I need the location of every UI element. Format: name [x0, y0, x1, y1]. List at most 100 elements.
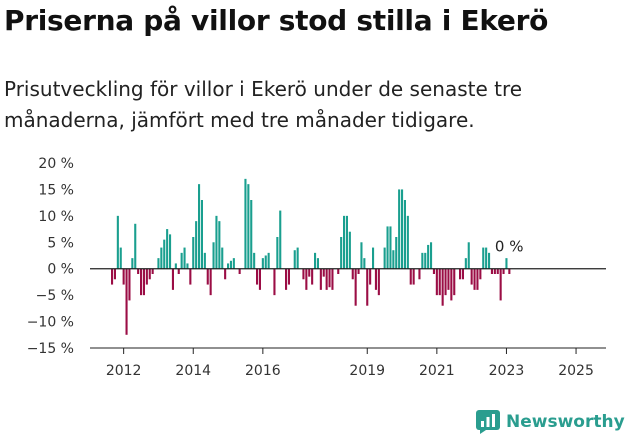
- bar: [293, 250, 296, 269]
- bar: [122, 268, 125, 285]
- bar: [258, 268, 261, 290]
- bar: [360, 242, 363, 269]
- bar: [125, 268, 128, 335]
- x-tick-label: 2012: [106, 363, 142, 379]
- bar: [427, 244, 430, 269]
- x-tick-label: 2023: [489, 363, 525, 379]
- bar: [215, 215, 218, 269]
- bar: [183, 247, 186, 269]
- bar: [490, 268, 493, 274]
- bar: [476, 268, 479, 290]
- bar: [163, 239, 166, 269]
- y-tick-label: −5 %: [36, 288, 74, 304]
- bar: [383, 247, 386, 269]
- bar: [444, 268, 447, 296]
- bar: [186, 263, 189, 269]
- bar: [174, 263, 177, 269]
- bar: [276, 237, 279, 269]
- bar: [441, 268, 444, 306]
- bar: [386, 226, 389, 269]
- bar: [119, 247, 122, 269]
- bar: [461, 268, 464, 280]
- y-tick-label: 15 %: [38, 182, 74, 198]
- bar: [412, 268, 415, 285]
- y-tick-label: 5 %: [47, 235, 74, 251]
- bar: [343, 215, 346, 269]
- bar: [398, 189, 401, 269]
- bar: [479, 268, 482, 280]
- bar: [137, 268, 140, 274]
- bar: [366, 268, 369, 306]
- brand-name: Newsworthy: [506, 412, 625, 432]
- bar: [345, 215, 348, 269]
- bar: [200, 200, 203, 269]
- bar: [311, 268, 314, 285]
- bar: [145, 268, 148, 285]
- bar: [308, 268, 311, 277]
- x-tick-label: 2021: [419, 363, 455, 379]
- bar: [279, 210, 282, 269]
- y-tick-label: −15 %: [27, 341, 74, 357]
- bar: [287, 268, 290, 285]
- bar: [493, 268, 496, 274]
- bar: [198, 184, 201, 269]
- bar: [302, 268, 305, 280]
- bar: [171, 268, 174, 290]
- bar: [169, 234, 172, 269]
- bar: [369, 268, 372, 285]
- chart-subtitle: Prisutveckling för villor i Ekerö under …: [4, 77, 523, 132]
- bar: [499, 268, 502, 301]
- bar: [250, 200, 253, 269]
- bar: [142, 268, 145, 296]
- x-tick-label: 2019: [349, 363, 385, 379]
- bar: [134, 223, 137, 269]
- y-tick-label: −10 %: [27, 315, 74, 331]
- bar: [189, 268, 192, 285]
- bar: [337, 268, 340, 274]
- bar: [372, 247, 375, 269]
- bar: [177, 268, 180, 274]
- bar: [395, 237, 398, 269]
- bar: [488, 252, 491, 269]
- bar: [148, 268, 151, 280]
- brand-logo[interactable]: Newsworthy: [476, 408, 625, 436]
- bar: [421, 252, 424, 269]
- bar: [296, 247, 299, 269]
- last-value-label: 0 %: [495, 238, 524, 256]
- bar: [502, 268, 505, 274]
- bar: [128, 268, 131, 301]
- newsworthy-logo-icon: [476, 410, 500, 434]
- bar: [264, 255, 267, 269]
- bar: [340, 237, 343, 269]
- y-tick-label: 20 %: [38, 156, 74, 172]
- bar: [111, 268, 114, 285]
- bar: [473, 268, 476, 290]
- x-tick-label: 2016: [245, 363, 281, 379]
- bar: [508, 268, 511, 274]
- bar: [453, 268, 456, 296]
- bar: [482, 247, 485, 269]
- bar: [256, 268, 259, 285]
- bar: [316, 258, 319, 269]
- bar: [285, 268, 288, 290]
- bar: [206, 268, 209, 285]
- bar: [505, 258, 508, 269]
- chart-title: Priserna på villor stod stilla i Ekerö: [4, 4, 549, 37]
- bar: [459, 268, 462, 280]
- bar: [406, 215, 409, 269]
- bar: [253, 252, 256, 269]
- bar: [354, 268, 357, 306]
- bar: [212, 242, 215, 269]
- bar: [432, 268, 435, 274]
- y-tick-label: 0 %: [47, 262, 74, 278]
- bar: [305, 268, 308, 290]
- bar: [331, 268, 334, 290]
- bar: [224, 268, 227, 280]
- bar: [113, 268, 116, 280]
- bar: [195, 221, 198, 269]
- x-tick-label: 2025: [558, 363, 594, 379]
- bar: [267, 252, 270, 269]
- bar: [273, 268, 276, 296]
- bar: [418, 268, 421, 280]
